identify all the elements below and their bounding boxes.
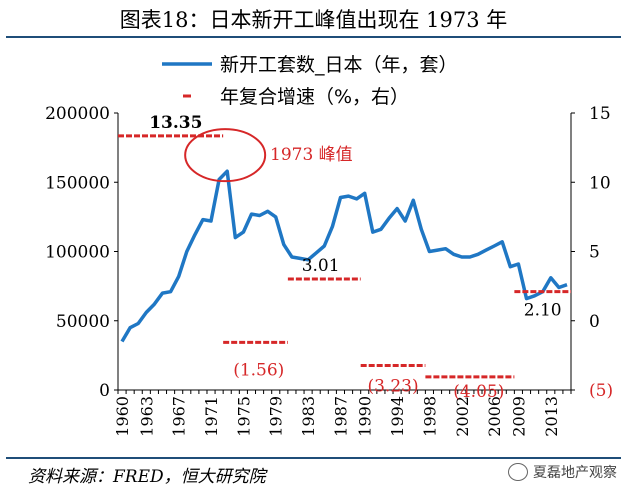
x-tick-label: 1967	[170, 396, 189, 437]
x-tick-label: 2006	[485, 396, 504, 437]
y-right-tick-label: (5)	[589, 381, 613, 401]
source-note: 资料来源：FRED，恒大研究院	[28, 467, 266, 487]
y-left-tick-label: 150000	[45, 173, 110, 193]
x-tick-label: 1998	[420, 396, 439, 437]
cagr-label: (3.23)	[367, 376, 418, 396]
cagr-label: 3.01	[302, 256, 340, 276]
peak-circle	[184, 128, 267, 183]
x-tick-label: 1979	[267, 396, 286, 437]
y-left-tick-label: 100000	[45, 243, 110, 263]
watermark-text: 夏磊地产观察	[533, 465, 617, 481]
y-left-tick-label: 200000	[45, 104, 110, 124]
x-tick-label: 1987	[331, 396, 350, 437]
series-line-housing-starts	[120, 169, 568, 343]
cagr-label: 2.10	[524, 301, 562, 321]
y-right-tick-label: 5	[589, 243, 600, 263]
cagr-label: (1.56)	[233, 360, 284, 380]
y-right-tick-label: 10	[589, 173, 611, 193]
wechat-icon	[508, 463, 528, 481]
x-tick-label: 2013	[542, 396, 561, 437]
x-tick-label: 1994	[388, 396, 407, 437]
x-tick-label: 1990	[356, 396, 375, 437]
x-tick-label: 1983	[299, 396, 318, 437]
legend-label-housing: 新开工套数_日本（年，套）	[220, 54, 458, 76]
peak-annotation: 1973 峰值	[270, 145, 353, 165]
x-tick-label: 2002	[453, 396, 472, 437]
footer-divider	[6, 457, 621, 459]
cagr-label: (4.05)	[453, 382, 504, 402]
x-tick-label: 2009	[509, 396, 528, 437]
y-right-tick-label: 15	[589, 104, 611, 124]
x-tick-label: 1960	[113, 396, 132, 437]
cagr-label: 13.35	[149, 113, 202, 133]
y-right-tick-label: 0	[589, 312, 600, 332]
y-left-tick-label: 50000	[56, 312, 110, 332]
figure-title: 图表18：日本新开工峰值出现在 1973 年	[119, 8, 508, 32]
watermark: 夏磊地产观察	[508, 462, 617, 482]
title-divider	[6, 36, 621, 38]
x-tick-label: 1975	[234, 396, 253, 437]
x-tick-label: 1963	[137, 396, 156, 437]
x-tick-label: 1971	[202, 396, 221, 437]
legend-label-cagr: 年复合增速（%，右）	[220, 86, 409, 108]
y-left-tick-label: 0	[99, 381, 110, 401]
